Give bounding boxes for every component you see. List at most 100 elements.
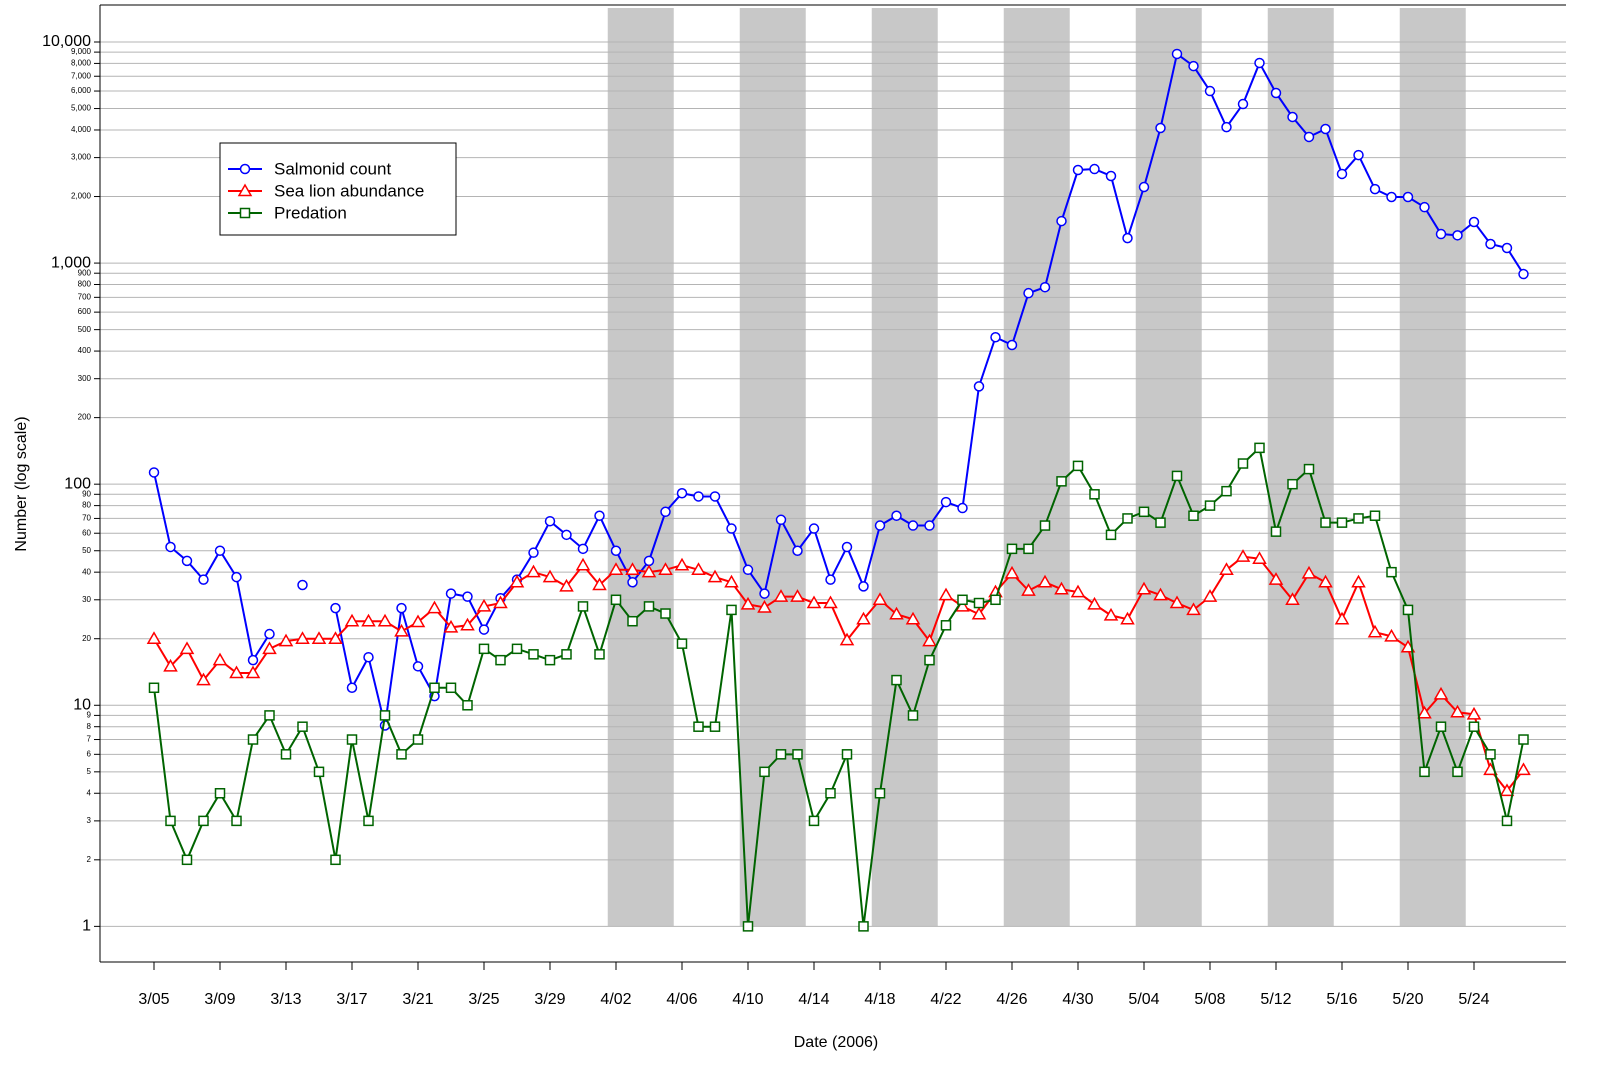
x-tick-label: 5/24 bbox=[1458, 991, 1489, 1008]
y-tick-label: 6 bbox=[87, 749, 92, 758]
marker bbox=[940, 496, 952, 508]
marker bbox=[1285, 592, 1300, 606]
marker bbox=[412, 661, 424, 672]
legend-label: Salmonid count bbox=[274, 159, 391, 178]
y-tick-label: 800 bbox=[78, 280, 92, 289]
y-tick-label: 8,000 bbox=[71, 59, 92, 68]
marker bbox=[1485, 749, 1496, 760]
y-tick-label: 40 bbox=[82, 567, 91, 576]
marker bbox=[1237, 98, 1249, 110]
marker bbox=[1202, 589, 1218, 602]
y-tick-label: 900 bbox=[78, 268, 92, 277]
marker bbox=[742, 564, 754, 576]
marker bbox=[1351, 574, 1366, 588]
marker bbox=[363, 815, 374, 827]
y-tick-label: 5,000 bbox=[71, 104, 92, 113]
marker bbox=[1186, 602, 1201, 616]
marker bbox=[990, 594, 1001, 606]
marker bbox=[825, 788, 836, 799]
marker bbox=[231, 815, 242, 827]
marker bbox=[823, 595, 838, 609]
marker bbox=[146, 631, 162, 644]
y-tick-label: 70 bbox=[82, 514, 91, 523]
y-tick-label: 20 bbox=[82, 634, 91, 643]
marker bbox=[1417, 705, 1432, 719]
x-tick-label: 4/18 bbox=[864, 991, 895, 1008]
y-tick-label: 1 bbox=[82, 918, 91, 935]
marker bbox=[1402, 604, 1414, 616]
marker bbox=[872, 592, 888, 606]
marker bbox=[592, 577, 607, 591]
marker bbox=[427, 600, 442, 614]
marker bbox=[775, 514, 787, 526]
marker bbox=[575, 557, 591, 571]
y-tick-label: 90 bbox=[82, 489, 91, 498]
marker bbox=[1037, 574, 1053, 588]
marker bbox=[907, 520, 919, 531]
marker bbox=[239, 207, 251, 219]
marker bbox=[856, 611, 871, 625]
marker bbox=[460, 617, 475, 631]
marker bbox=[462, 591, 473, 602]
marker bbox=[724, 574, 739, 588]
marker bbox=[676, 638, 688, 649]
marker bbox=[1435, 228, 1447, 240]
marker bbox=[1435, 721, 1447, 732]
marker bbox=[1336, 168, 1348, 180]
marker bbox=[1452, 766, 1463, 778]
x-tick-label: 3/13 bbox=[270, 991, 301, 1008]
marker bbox=[643, 601, 655, 612]
marker bbox=[1334, 611, 1350, 625]
x-tick-label: 4/30 bbox=[1062, 991, 1093, 1008]
marker bbox=[396, 602, 407, 614]
marker bbox=[1122, 513, 1133, 524]
marker bbox=[874, 788, 886, 799]
marker bbox=[280, 749, 292, 760]
marker bbox=[709, 491, 721, 502]
marker bbox=[330, 854, 341, 866]
shaded-period bbox=[1003, 8, 1070, 927]
y-tick-label: 60 bbox=[82, 528, 91, 537]
marker bbox=[1204, 85, 1216, 97]
marker bbox=[660, 608, 671, 619]
marker bbox=[165, 815, 176, 827]
marker bbox=[825, 574, 836, 585]
marker bbox=[509, 574, 525, 588]
marker bbox=[726, 523, 737, 534]
x-tick-label: 3/25 bbox=[468, 991, 499, 1008]
marker bbox=[229, 665, 244, 679]
marker bbox=[410, 614, 426, 628]
marker bbox=[247, 734, 259, 745]
x-tick-label: 4/02 bbox=[600, 991, 631, 1008]
marker bbox=[759, 766, 770, 778]
x-tick-label: 3/05 bbox=[138, 991, 169, 1008]
marker bbox=[1386, 566, 1397, 578]
y-tick-label: 8 bbox=[87, 722, 92, 731]
marker bbox=[891, 674, 902, 686]
y-tick-label: 7 bbox=[87, 735, 92, 744]
marker bbox=[1499, 783, 1515, 797]
marker bbox=[1188, 60, 1199, 72]
marker bbox=[841, 541, 853, 553]
marker bbox=[1171, 48, 1183, 60]
marker bbox=[971, 606, 987, 620]
marker bbox=[544, 515, 556, 527]
marker bbox=[693, 491, 704, 502]
x-tick-label: 4/14 bbox=[798, 991, 829, 1008]
shaded-period bbox=[1267, 8, 1334, 927]
marker bbox=[148, 682, 160, 694]
marker bbox=[1006, 339, 1018, 351]
y-tick-label: 300 bbox=[78, 374, 92, 383]
marker bbox=[443, 619, 459, 633]
marker bbox=[1056, 476, 1067, 487]
marker bbox=[594, 510, 605, 521]
y-tick-label: 700 bbox=[78, 292, 92, 301]
marker bbox=[1155, 122, 1166, 134]
marker bbox=[1303, 131, 1315, 143]
marker bbox=[214, 788, 226, 799]
marker bbox=[757, 599, 772, 613]
marker bbox=[691, 562, 706, 576]
x-axis-title: Date (2006) bbox=[794, 1034, 879, 1051]
marker bbox=[627, 577, 638, 588]
marker bbox=[478, 624, 490, 635]
